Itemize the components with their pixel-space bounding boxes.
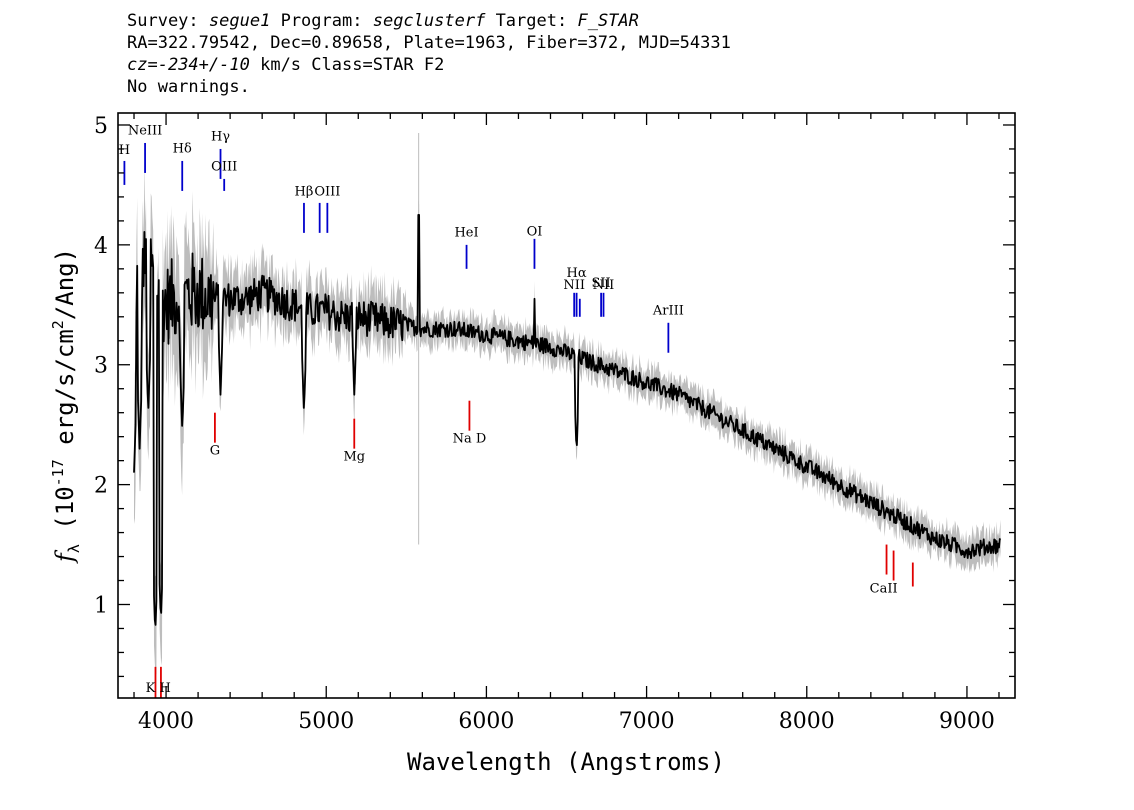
x-tick-label-7000: 7000 bbox=[619, 709, 675, 734]
y-tick-label-4: 4 bbox=[94, 234, 108, 259]
x-tick-label-8000: 8000 bbox=[779, 709, 835, 734]
y-axis-label: fλ (10-17 erg/s/cm2/Ang) bbox=[49, 248, 83, 564]
flux-series bbox=[133, 213, 1002, 626]
y-tick-label-2: 2 bbox=[94, 474, 108, 499]
spectrum-header: Survey: segue1 Program: segclusterf Targ… bbox=[127, 10, 731, 98]
y-label-mid: (10 bbox=[51, 486, 79, 544]
emission-line-label-1: NeIII bbox=[128, 124, 162, 139]
program-name: segclusterf bbox=[372, 11, 486, 31]
flux-line bbox=[133, 213, 1002, 626]
redshift-value: -234+/-10 bbox=[157, 55, 250, 75]
emission-line-label-13: SII bbox=[592, 276, 611, 291]
emission-line-label-15: ArIII bbox=[652, 303, 684, 318]
x-tick-label-6000: 6000 bbox=[458, 709, 514, 734]
x-tick-label-4000: 4000 bbox=[138, 709, 194, 734]
emission-line-label-0: H bbox=[119, 143, 130, 158]
survey-name: segue1 bbox=[208, 11, 271, 31]
absorption-line-label-3: Mg bbox=[343, 450, 365, 465]
emission-line-label-5: Hβ bbox=[295, 185, 314, 200]
kh-label: K H bbox=[146, 681, 171, 696]
header-line-2: RA=322.79542, Dec=0.89658, Plate=1963, F… bbox=[127, 33, 731, 53]
y-tick-label-1: 1 bbox=[94, 593, 108, 618]
x-tick-label-9000: 9000 bbox=[939, 709, 995, 734]
class-label: Class=STAR F2 bbox=[311, 55, 445, 75]
header-line-3: cz=-234+/-10 km/s Class=STAR F2 bbox=[127, 55, 445, 75]
emission-line-label-9: OI bbox=[527, 224, 543, 239]
emission-line-label-7: OIII bbox=[314, 185, 340, 200]
y-tick-label-3: 3 bbox=[94, 354, 108, 379]
emission-line-label-4: OIII bbox=[211, 160, 237, 175]
header-line-1: Survey: segue1 Program: segclusterf Targ… bbox=[127, 11, 639, 31]
absorption-line-label-4: Na D bbox=[453, 432, 487, 447]
emission-line-label-3: Hγ bbox=[211, 130, 230, 145]
target-name: F_STAR bbox=[577, 11, 639, 31]
plot-frame bbox=[117, 112, 1016, 699]
x-tick-label-5000: 5000 bbox=[298, 709, 354, 734]
emission-line-label-11: Hα bbox=[567, 266, 587, 281]
y-label-exp2: 2 bbox=[49, 320, 67, 329]
header-line-4: No warnings. bbox=[127, 77, 250, 97]
error-envelope bbox=[134, 133, 1001, 675]
emission-line-label-10: NII bbox=[563, 278, 585, 293]
error-band bbox=[134, 162, 1001, 675]
y-label-end: /Ang) bbox=[51, 248, 79, 320]
y-label-mid2: erg/s/cm bbox=[51, 329, 79, 459]
x-axis-label: Wavelength (Angstroms) bbox=[407, 748, 725, 776]
y-label-sub: λ bbox=[65, 544, 83, 553]
y-tick-label-5: 5 bbox=[94, 114, 108, 139]
y-label-exp: -17 bbox=[49, 459, 67, 486]
axis-ticks: 4000 5000 6000 7000 8000 9000 1 2 3 4 5 bbox=[94, 113, 1015, 734]
emission-line-label-2: Hδ bbox=[173, 142, 192, 157]
emission-line-label-8: HeI bbox=[454, 225, 478, 240]
emission-line-label-14: NII bbox=[593, 278, 615, 293]
caii-label: CaII bbox=[870, 582, 898, 597]
absorption-line-label-2: G bbox=[210, 444, 220, 459]
